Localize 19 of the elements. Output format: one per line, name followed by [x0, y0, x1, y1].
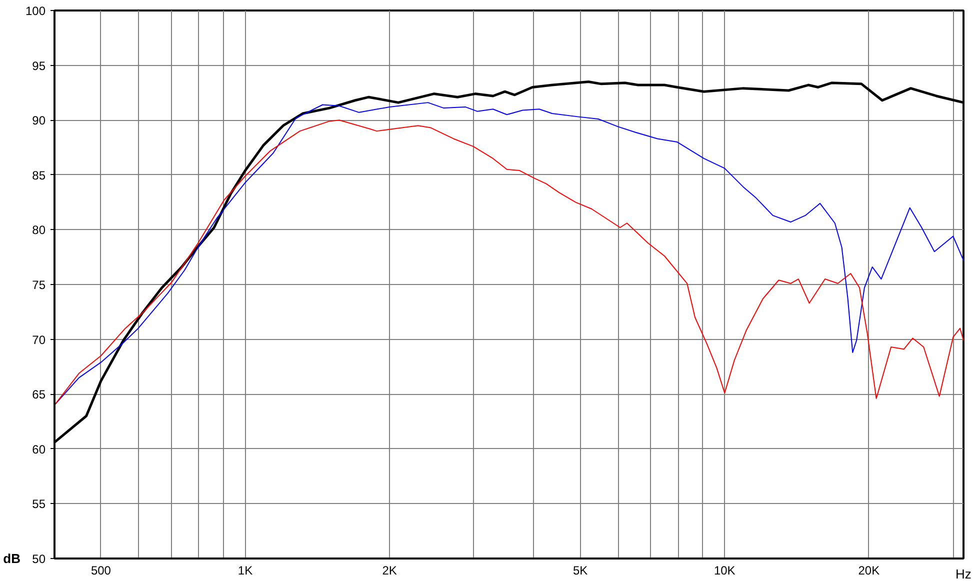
y-tick-label: 95 — [32, 58, 46, 73]
x-axis-title: Hz — [956, 566, 972, 582]
x-tick-label: 10K — [714, 564, 736, 578]
y-tick-label: 60 — [32, 442, 46, 456]
y-tick-label: 65 — [32, 388, 46, 402]
x-tick-label: 5K — [572, 564, 588, 578]
y-tick-label: 70 — [32, 332, 46, 347]
y-axis-title: dB — [3, 551, 20, 566]
x-tick-label: 2K — [382, 564, 397, 578]
x-tick-label: 500 — [90, 564, 112, 578]
y-tick-label: 80 — [32, 223, 46, 238]
y-tick-label: 90 — [32, 114, 46, 128]
y-tick-label: 50 — [32, 552, 46, 566]
x-tick-label: 20K — [858, 564, 880, 578]
y-tick-label: 75 — [32, 278, 46, 292]
y-tick-label: 85 — [32, 168, 46, 182]
y-tick-label: 55 — [32, 497, 46, 512]
y-tick-label: 100 — [25, 4, 46, 18]
x-tick-label: 1K — [238, 564, 253, 578]
